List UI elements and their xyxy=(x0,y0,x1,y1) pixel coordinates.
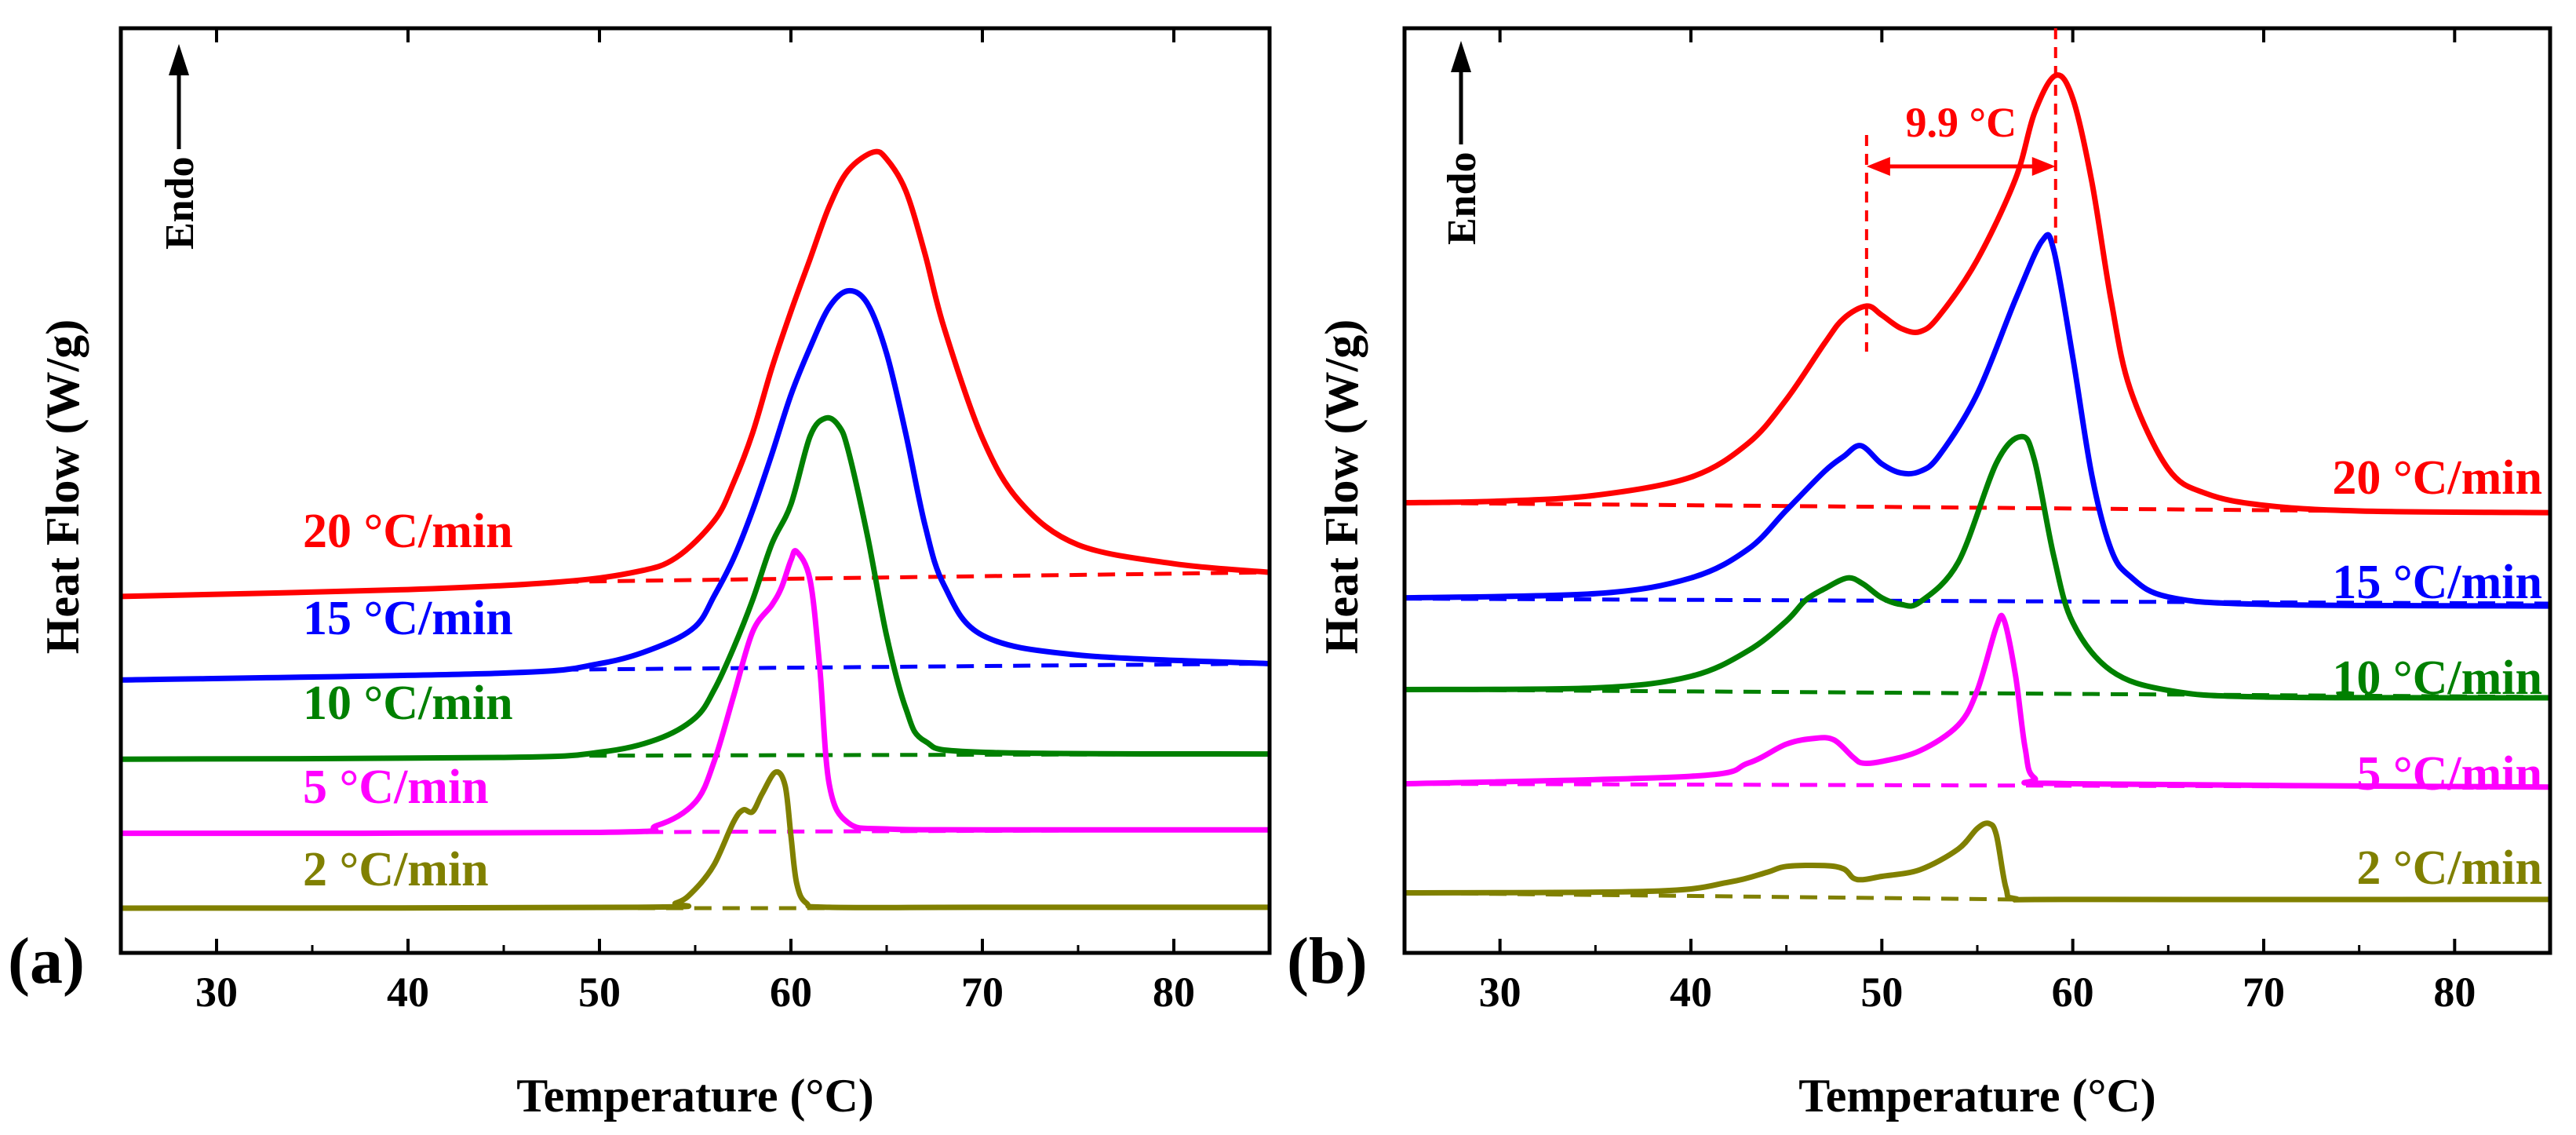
panel-a-endo-label: Endo xyxy=(158,156,202,250)
panel-b-xlabel: Temperature (°C) xyxy=(1798,1070,2156,1122)
panel-a-series-labels: 20 °C/min 15 °C/min 10 °C/min 5 °C/min 2 °C/… xyxy=(303,505,513,896)
panel-b-baseline-5-c-min xyxy=(1405,782,2550,790)
panel-a-series-label-10-c-min: 10 °C/min xyxy=(303,677,513,730)
panel-a-baseline-20-c-min xyxy=(561,570,1270,584)
panel-a-series-label-5-c-min: 5 °C/min xyxy=(303,761,489,814)
panel-b-series-label-10-c-min: 10 °C/min xyxy=(2332,651,2542,705)
panel-a-x-tick-label: 60 xyxy=(770,969,812,1016)
panel-a-x-tick-label: 50 xyxy=(578,969,621,1016)
panel-b-curves xyxy=(1405,72,2550,903)
panel-b-series-label-2-c-min: 2 °C/min xyxy=(2356,841,2542,895)
panel-b-peak-gap-annotation: 9.9 °C xyxy=(1864,28,2057,352)
panel-b-endo-indicator: Endo xyxy=(1440,41,1485,245)
panel-a-series-label-20-c-min: 20 °C/min xyxy=(303,505,513,558)
panel-b-baseline-15-c-min xyxy=(1405,597,2550,606)
panel-a-curve-20-c-min xyxy=(121,148,1270,600)
panel-b: 30 40 50 60 70 80 (b) Temperature (°C) Heat F… xyxy=(1287,26,2552,1122)
panel-a-xlabel: Temperature (°C) xyxy=(516,1070,874,1122)
panel-a: 30 40 50 60 70 80 (a) Temperature (°C) Heat F… xyxy=(8,26,1272,1122)
panel-a-baselines xyxy=(561,570,1270,911)
panel-a-curve-5-c-min xyxy=(121,548,1270,837)
panel-a-x-tick-label: 30 xyxy=(195,969,238,1016)
panel-b-curve-5-c-min xyxy=(1405,612,2550,790)
panel-b-curve-10-c-min xyxy=(1405,433,2550,701)
panel-b-endo-arrow-head xyxy=(1451,41,1471,72)
panel-b-ylabel: Heat Flow (W/g) xyxy=(1316,319,1368,655)
panel-b-endo-label: Endo xyxy=(1440,151,1485,245)
panel-b-x-tick-label: 60 xyxy=(2052,969,2094,1016)
panel-b-label: (b) xyxy=(1287,925,1368,998)
panel-a-series-label-15-c-min: 15 °C/min xyxy=(303,592,513,645)
panel-b-series-label-20-c-min: 20 °C/min xyxy=(2332,451,2542,505)
panel-a-x-tick-label: 40 xyxy=(387,969,429,1016)
annotation-arrow-head-right xyxy=(2031,157,2056,176)
annotation-arrow-head-left xyxy=(1866,157,1890,176)
panel-a-x-tick-label: 70 xyxy=(961,969,1004,1016)
panel-b-series-labels: 20 °C/min 15 °C/min 10 °C/min 5 °C/min 2 °C/… xyxy=(2332,451,2542,895)
panel-b-curve-15-c-min xyxy=(1405,232,2550,609)
panel-b-series-label-15-c-min: 15 °C/min xyxy=(2332,556,2542,609)
panel-a-baseline-10-c-min xyxy=(561,752,1270,758)
panel-a-curve-15-c-min xyxy=(121,287,1270,683)
panel-b-curve-2-c-min xyxy=(1405,820,2550,903)
panel-b-x-ticks: 30 40 50 60 70 80 xyxy=(1403,28,2552,1016)
panel-b-x-tick-label: 40 xyxy=(1670,969,1712,1016)
panel-a-curve-10-c-min xyxy=(121,414,1270,762)
panel-a-x-tick-label: 80 xyxy=(1153,969,1195,1016)
panel-b-x-tick-label: 30 xyxy=(1479,969,1521,1016)
panel-a-ylabel: Heat Flow (W/g) xyxy=(37,319,89,655)
panel-a-curve-2-c-min xyxy=(121,768,1270,911)
panel-a-endo-arrow-head xyxy=(169,44,189,75)
panel-a-x-ticks: 30 40 50 60 70 80 xyxy=(119,28,1271,1016)
panel-b-x-tick-label: 50 xyxy=(1860,969,1903,1016)
panel-a-curves xyxy=(121,148,1270,911)
panel-a-label: (a) xyxy=(8,925,85,998)
panel-b-curve-20-c-min xyxy=(1405,72,2550,516)
panel-b-x-tick-label: 70 xyxy=(2243,969,2285,1016)
panel-a-series-label-2-c-min: 2 °C/min xyxy=(303,843,489,896)
panel-a-endo-indicator: Endo xyxy=(158,44,202,250)
annotation-label: 9.9 °C xyxy=(1906,99,2017,146)
panel-b-x-tick-label: 80 xyxy=(2433,969,2476,1016)
panel-a-frame xyxy=(118,26,1272,955)
panel-b-series-label-5-c-min: 5 °C/min xyxy=(2356,747,2542,801)
panel-a-baseline-15-c-min xyxy=(561,661,1270,672)
